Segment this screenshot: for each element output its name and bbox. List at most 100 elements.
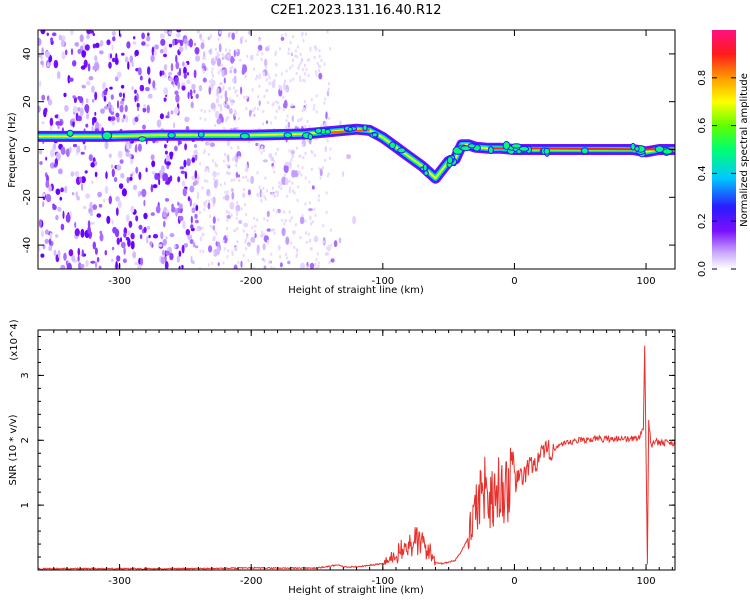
heatmap-speckle [265, 120, 269, 124]
heatmap-speckle [263, 149, 266, 152]
heatmap-speckle [221, 52, 224, 56]
heatmap-speckle [226, 104, 230, 110]
heatmap-speckle [223, 247, 226, 251]
heatmap-speckle [163, 46, 168, 54]
heatmap-speckle [83, 42, 86, 51]
heatmap-speckle [311, 220, 314, 224]
heatmap-speckle [134, 49, 139, 57]
heatmap-speckle [198, 267, 201, 269]
heatmap-speckle [141, 188, 147, 198]
heatmap-speckle [281, 218, 284, 222]
heatmap-speckle [111, 104, 114, 112]
heatmap-speckle [116, 164, 122, 171]
heatmap-speckle [226, 164, 229, 167]
heatmap-speckle [229, 67, 232, 71]
heatmap-speckle [137, 107, 139, 111]
heatmap-speckle [276, 194, 279, 197]
heatmap-speckle [233, 178, 236, 182]
heatmap-speckle [258, 147, 261, 151]
heatmap-speckle [111, 246, 115, 251]
heatmap-speckle [196, 227, 201, 232]
heatmap-speckle [193, 69, 197, 79]
heatmap-speckle [80, 264, 85, 268]
heatmap-speckle [159, 113, 164, 120]
heatmap-speckle [142, 107, 147, 113]
spectrogram-ridge-blob [634, 146, 640, 152]
heatmap-speckle [237, 117, 240, 121]
heatmap-speckle [120, 172, 125, 179]
heatmap-speckle [106, 39, 111, 46]
heatmap-speckle [226, 234, 229, 238]
heatmap-speckle [304, 176, 307, 180]
snr-y-multiplier: (x10^4) [9, 319, 20, 360]
heatmap-speckle [163, 87, 169, 96]
heatmap-speckle [258, 127, 261, 131]
heatmap-speckle [328, 247, 331, 251]
heatmap-speckle [317, 194, 320, 198]
heatmap-speckle [173, 122, 176, 129]
heatmap-speckle [90, 260, 96, 264]
heatmap-speckle [305, 104, 308, 108]
heatmap-speckle [56, 71, 61, 80]
heatmap-speckle [134, 89, 137, 94]
heatmap-speckle [260, 199, 263, 203]
heatmap-speckle [203, 151, 206, 155]
heatmap-speckle [130, 173, 133, 177]
heatmap-speckle [42, 201, 45, 208]
heatmap-speckle [267, 239, 270, 243]
heatmap-speckle [139, 84, 145, 92]
heatmap-speckle [293, 245, 296, 249]
heatmap-speckle [137, 191, 141, 198]
spectrogram-ridge-blob [307, 133, 313, 140]
heatmap-speckle [118, 183, 124, 190]
heatmap-speckle [217, 37, 220, 41]
heatmap-speckle [202, 39, 205, 43]
heatmap-speckle [309, 48, 312, 52]
heatmap-speckle [146, 226, 151, 230]
heatmap-speckle [38, 245, 41, 252]
heatmap-speckle [292, 230, 294, 234]
snr-x-tick-label: 0 [511, 576, 517, 587]
heatmap-speckle [284, 219, 287, 222]
heatmap-speckle [233, 49, 236, 58]
heatmap-speckle [318, 69, 320, 73]
heatmap-speckle [48, 238, 52, 246]
heatmap-speckle [280, 186, 283, 190]
heatmap-speckle [137, 143, 142, 152]
heatmap-speckle [107, 101, 112, 109]
heatmap-speckle [186, 158, 191, 167]
heatmap-speckle [123, 232, 127, 238]
heatmap-speckle [89, 201, 93, 210]
heatmap-speckle [225, 210, 228, 214]
heatmap-speckle [169, 233, 175, 238]
heatmap-speckle [262, 186, 265, 190]
heatmap-speckle [119, 159, 124, 165]
heatmap-speckle [234, 113, 237, 117]
heatmap-speckle [292, 77, 295, 81]
heatmap-speckle [315, 258, 318, 262]
heatmap-speckle [324, 145, 328, 152]
heatmap-speckle [238, 220, 243, 224]
heatmap-speckle [141, 32, 146, 40]
heatmap-speckle [84, 44, 90, 51]
heatmap-speckle [145, 43, 150, 47]
heatmap-speckle [251, 55, 254, 59]
snr-x-tick-label: -100 [371, 576, 394, 587]
heatmap-speckle [295, 254, 298, 258]
heatmap-speckle [217, 218, 220, 222]
heatmap-speckle [111, 219, 114, 225]
heatmap-speckle [85, 98, 89, 104]
heatmap-speckle [280, 36, 285, 41]
heatmap-speckle [283, 79, 286, 83]
heatmap-speckle [110, 94, 114, 100]
heatmap-speckle [272, 102, 275, 105]
heatmap-speckle [149, 241, 153, 247]
heatmap-speckle [247, 241, 251, 247]
heatmap-speckle [114, 57, 119, 65]
heatmap-speckle [150, 212, 155, 216]
heatmap-speckle [246, 179, 249, 182]
heatmap-speckle [153, 50, 157, 56]
heatmap-speckle [287, 52, 290, 55]
heatmap-speckle [109, 86, 113, 90]
heatmap-speckle [208, 80, 211, 84]
